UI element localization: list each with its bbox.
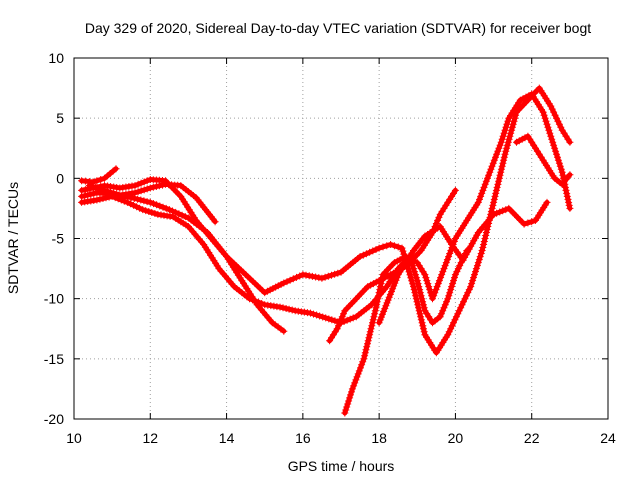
y-tick-label: 10 [48,50,64,66]
x-tick-label: 10 [66,430,82,446]
chart-title: Day 329 of 2020, Sidereal Day-to-day VTE… [85,20,591,36]
y-axis-label: SDTVAR / TECUs [5,182,21,294]
series-9 [513,132,574,188]
x-tick-label: 12 [142,430,158,446]
y-tick-label: 0 [56,170,64,186]
x-tick-label: 20 [448,430,464,446]
y-tick-label: -20 [44,411,64,427]
series-8 [375,198,551,327]
series-markers [341,90,574,417]
series-markers [78,165,120,186]
y-tick-label: -5 [52,231,65,247]
series-3 [78,165,120,186]
x-tick-label: 22 [524,430,540,446]
x-axis-label: GPS time / hours [288,458,395,474]
x-tick-label: 14 [219,430,235,446]
series-markers [375,198,551,327]
y-tick-label: 5 [56,110,64,126]
axis-ticks: 10 12 14 16 18 20 22 24 -20 -15 -10 -5 0 5 10 [44,50,616,446]
plot-frame [73,57,609,420]
x-tick-label: 18 [371,430,387,446]
x-tick-label: 16 [295,430,311,446]
plot-area [78,84,574,417]
series-7 [341,90,574,417]
series-markers [513,132,574,188]
grid [74,58,608,419]
series-markers [78,192,471,327]
y-tick-label: -15 [44,351,64,367]
series-2 [78,192,471,327]
series-5 [78,84,574,357]
series-line [79,85,573,356]
x-tick-label: 24 [600,430,616,446]
y-tick-label: -10 [44,291,64,307]
